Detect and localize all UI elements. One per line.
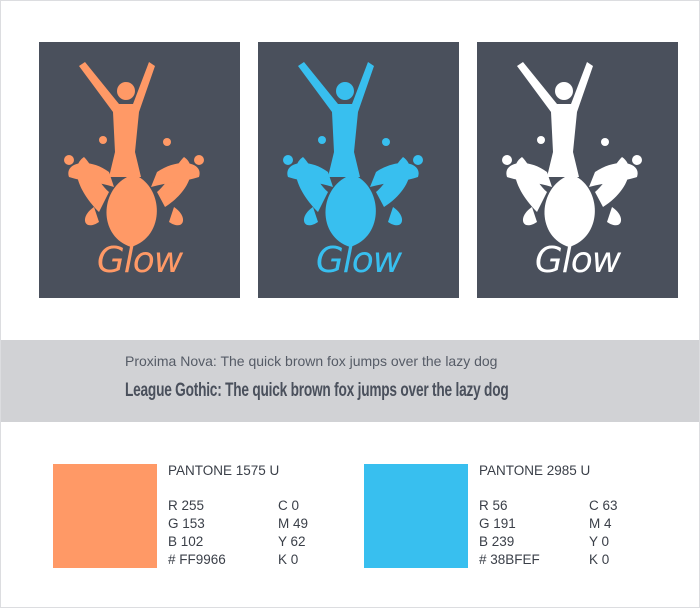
cmyk-m: M 49 — [278, 516, 309, 531]
rgb-r: R 56 — [479, 498, 508, 513]
glow-wordmark: Glow — [534, 240, 621, 281]
glow-wordmark: Glow — [96, 240, 183, 281]
typography-band: Proxima Nova: The quick brown fox jumps … — [1, 340, 699, 422]
rgb-b: B 102 — [168, 534, 204, 549]
hex: # FF9966 — [168, 552, 226, 567]
cmyk-c: C 63 — [589, 498, 618, 513]
glow-wordmark: Glow — [315, 240, 402, 281]
glow-figure-icon — [502, 62, 642, 247]
cmyk-c: C 0 — [278, 498, 300, 513]
blue-swatch — [364, 464, 468, 568]
league-gothic-sample: League Gothic: The quick brown fox jumps… — [125, 380, 509, 401]
cmyk-y: Y 0 — [589, 534, 610, 549]
pantone-name: PANTONE 1575 U — [168, 463, 280, 478]
orange-color-info: PANTONE 1575 U R 255 C 0 G 153 M 49 B 102 Y… — [168, 462, 308, 569]
rgb-b: B 239 — [479, 534, 515, 549]
logo-panel: Glow — [477, 42, 678, 298]
cmyk-k: K 0 — [278, 552, 299, 567]
cmyk-m: M 4 — [589, 516, 612, 531]
proxima-nova-sample: Proxima Nova: The quick brown fox jumps … — [125, 353, 498, 369]
pantone-name: PANTONE 2985 U — [479, 463, 591, 478]
rgb-r: R 255 — [168, 498, 205, 513]
cmyk-k: K 0 — [589, 552, 610, 567]
rgb-g: G 153 — [168, 516, 205, 531]
cmyk-y: Y 62 — [278, 534, 306, 549]
logo-panel: Glow — [258, 42, 459, 298]
hex: # 38BFEF — [479, 552, 540, 567]
orange-swatch — [53, 464, 157, 568]
blue-color-info: PANTONE 2985 U R 56 C 63 G 191 M 4 B 239 Y … — [479, 462, 618, 569]
glow-figure-icon — [283, 62, 423, 247]
rgb-g: G 191 — [479, 516, 516, 531]
glow-figure-icon — [64, 62, 204, 247]
logo-panel: Glow — [39, 42, 240, 298]
